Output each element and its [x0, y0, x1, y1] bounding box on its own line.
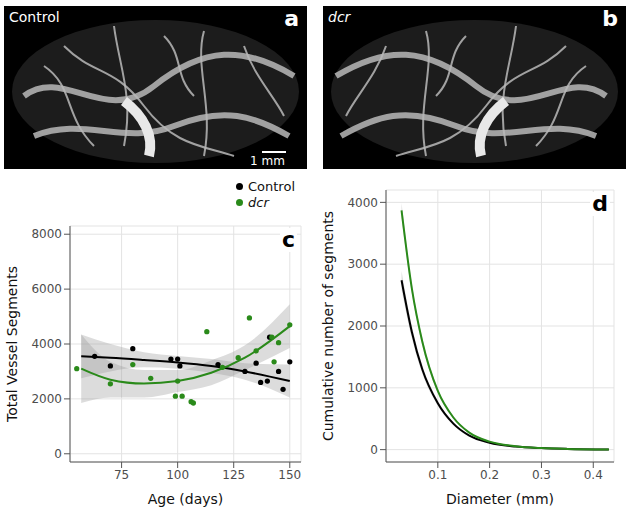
html-text:c: c — [282, 227, 295, 252]
svg-text:8000: 8000 — [31, 227, 62, 241]
svg-text:0.3: 0.3 — [532, 468, 551, 482]
html-text:dcr: dcr — [248, 194, 269, 210]
html-text:a: a — [284, 6, 299, 31]
html-text:Control: Control — [248, 178, 295, 194]
svg-text:Diameter (mm): Diameter (mm) — [446, 491, 554, 507]
svg-text:Cumulative number of segments: Cumulative number of segments — [320, 211, 336, 441]
svg-text:75: 75 — [114, 468, 129, 482]
svg-text:0.2: 0.2 — [480, 468, 499, 482]
svg-text:4000: 4000 — [31, 337, 62, 351]
svg-text:6000: 6000 — [31, 282, 62, 296]
svg-text:150: 150 — [278, 468, 301, 482]
svg-text:2000: 2000 — [347, 319, 378, 333]
svg-text:0: 0 — [370, 443, 378, 457]
html-text:Control: Control — [9, 9, 60, 25]
svg-text:4000: 4000 — [347, 196, 378, 210]
svg-text:0.1: 0.1 — [428, 468, 447, 482]
svg-text:Total Vessel Segments: Total Vessel Segments — [4, 266, 20, 423]
html-text:d: d — [592, 191, 608, 216]
svg-text:2000: 2000 — [31, 392, 62, 406]
svg-text:0.4: 0.4 — [584, 468, 603, 482]
html-text:dcr: dcr — [328, 9, 351, 25]
svg-text:1000: 1000 — [347, 381, 378, 395]
svg-text:0: 0 — [54, 447, 62, 461]
svg-text:100: 100 — [166, 468, 189, 482]
html-text:1 mm: 1 mm — [250, 154, 285, 168]
svg-text:125: 125 — [222, 468, 245, 482]
svg-text:3000: 3000 — [347, 257, 378, 271]
svg-text:Age (days): Age (days) — [148, 491, 224, 507]
html-text:b: b — [602, 6, 618, 31]
